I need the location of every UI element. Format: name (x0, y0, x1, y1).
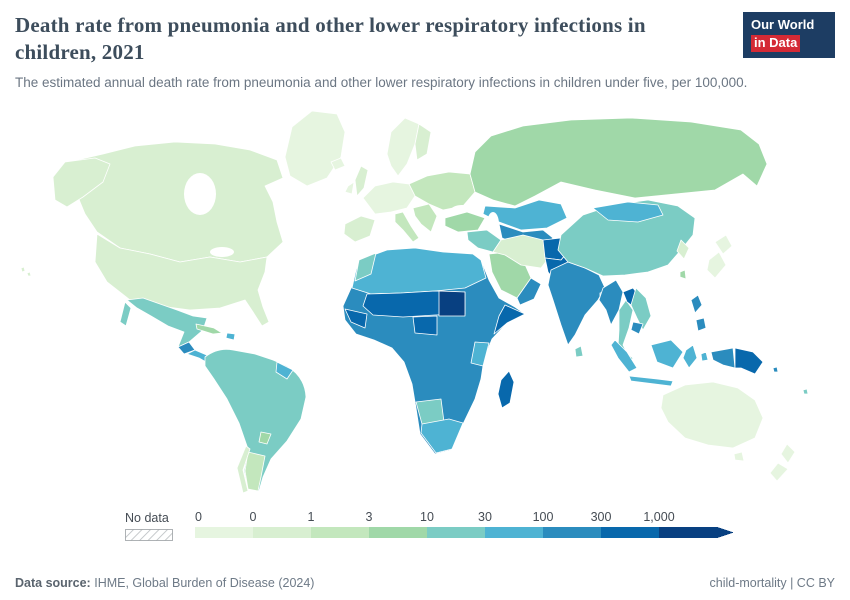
scale-arrow (717, 526, 734, 538)
no-data-label: No data (125, 510, 169, 525)
chart-subtitle: The estimated annual death rate from pne… (15, 74, 748, 90)
scale-label-1: 1 (308, 511, 315, 524)
region-south-africa[interactable] (420, 418, 464, 454)
scale-label-300: 300 (591, 511, 612, 524)
chart-header: Death rate from pneumonia and other lowe… (15, 12, 835, 90)
caspian-sea (487, 211, 499, 236)
scale-segment-9[interactable] (659, 526, 717, 538)
region-west-europe[interactable] (362, 181, 416, 215)
region-myanmar[interactable] (598, 279, 624, 326)
region-hawaii[interactable] (20, 266, 32, 277)
region-korea[interactable] (676, 239, 690, 260)
scale-segment-2[interactable] (253, 526, 311, 538)
region-india[interactable] (547, 261, 606, 346)
region-solomon-islands[interactable] (772, 366, 779, 373)
region-turkey[interactable] (444, 211, 486, 233)
region-sri-lanka[interactable] (574, 345, 584, 358)
scale-label-3: 3 (366, 511, 373, 524)
scale-label-0a: 0 (195, 511, 202, 524)
scale-label-100: 100 (533, 511, 554, 524)
world-map-svg (20, 110, 809, 494)
owid-logo-line2: in Data (751, 34, 801, 52)
scale-label-1000: 1,000 (643, 511, 674, 524)
region-east-europe[interactable] (408, 171, 476, 211)
data-source-label: Data source: (15, 576, 91, 590)
scale-segment-7[interactable] (543, 526, 601, 538)
region-greenland[interactable] (284, 110, 346, 187)
region-indonesian-papua[interactable] (710, 347, 736, 369)
region-morocco[interactable] (354, 252, 377, 282)
region-vietnam[interactable] (630, 287, 652, 331)
scale-segment-8[interactable] (601, 526, 659, 538)
region-hispaniola[interactable] (225, 332, 236, 341)
credit-text[interactable]: child-mortality | CC BY (709, 576, 836, 590)
region-uk[interactable] (354, 165, 369, 197)
region-finland[interactable] (414, 123, 432, 161)
region-russia[interactable] (469, 117, 768, 207)
color-scale[interactable]: 0 0 1 3 10 30 100 300 1,000 (195, 511, 740, 541)
world-map (15, 102, 835, 509)
map-legend: No data 0 0 1 3 10 30 100 300 1,000 (125, 511, 835, 541)
great-lakes (210, 246, 234, 257)
region-yemen[interactable] (516, 277, 542, 306)
region-cuba[interactable] (195, 323, 223, 335)
region-italy[interactable] (394, 211, 420, 243)
region-fiji[interactable] (802, 388, 809, 395)
region-australia[interactable] (660, 381, 764, 462)
region-scandinavia[interactable] (386, 117, 420, 177)
scale-segment-5[interactable] (427, 526, 485, 538)
region-madagascar[interactable] (497, 370, 515, 409)
scale-label-30: 30 (478, 511, 492, 524)
scale-segment-3[interactable] (311, 526, 369, 538)
data-source-value[interactable]: IHME, Global Burden of Disease (2024) (94, 576, 315, 590)
region-philippines[interactable] (690, 294, 707, 332)
region-japan[interactable] (706, 234, 733, 279)
region-north-africa[interactable] (351, 247, 487, 295)
region-papua-new-guinea[interactable] (734, 347, 764, 375)
chart-footer: Data source: IHME, Global Burden of Dise… (15, 576, 835, 590)
owid-logo-line1: Our World (751, 17, 815, 32)
region-balkans[interactable] (412, 203, 438, 233)
region-chad[interactable] (438, 290, 466, 317)
hudson-bay (184, 172, 216, 215)
region-iran[interactable] (492, 234, 552, 269)
region-guinea[interactable] (344, 308, 368, 329)
region-nigeria[interactable] (412, 315, 438, 336)
owid-logo[interactable]: Our World in Data (743, 12, 835, 58)
data-source: Data source: IHME, Global Burden of Dise… (15, 576, 314, 590)
region-mongolia[interactable] (592, 201, 664, 223)
scale-label-0b: 0 (250, 511, 257, 524)
region-paraguay[interactable] (258, 431, 272, 445)
scale-segment-6[interactable] (485, 526, 543, 538)
no-data-swatch[interactable] (125, 528, 173, 541)
region-ireland[interactable] (344, 181, 355, 195)
chart-title: Death rate from pneumonia and other lowe… (15, 13, 646, 64)
region-taiwan[interactable] (679, 269, 687, 280)
no-data-block: No data (125, 511, 173, 541)
region-iberia[interactable] (343, 215, 376, 243)
scale-segment-4[interactable] (369, 526, 427, 538)
region-east-africa[interactable] (470, 341, 490, 367)
region-argentina[interactable] (244, 451, 266, 492)
region-indonesia[interactable] (610, 339, 709, 387)
region-mexico[interactable] (119, 297, 208, 348)
region-south-america[interactable] (204, 348, 307, 492)
scale-label-10: 10 (420, 511, 434, 524)
region-new-zealand[interactable] (769, 443, 796, 482)
region-cambodia[interactable] (630, 321, 644, 335)
scale-segment-1[interactable] (195, 526, 253, 538)
region-somalia[interactable] (493, 304, 526, 335)
region-iceland[interactable] (330, 157, 346, 171)
region-alaska[interactable] (52, 157, 111, 208)
region-guyanas[interactable] (275, 361, 294, 380)
region-chile[interactable] (236, 445, 251, 494)
